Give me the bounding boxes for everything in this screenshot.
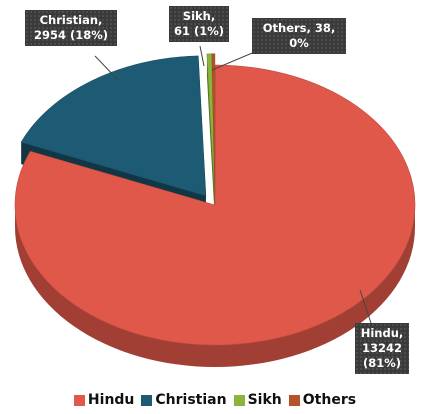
data-label-christian-line2: 2954 (18%) — [33, 28, 109, 42]
leader-line-sikh — [199, 45, 205, 67]
legend-label-others: Others — [302, 392, 357, 408]
legend-swatch-others — [288, 394, 300, 406]
data-label-others-line1: Others, 38, — [262, 21, 336, 35]
legend-item-hindu: Hindu — [73, 392, 135, 408]
legend-label-christian: Christian — [155, 392, 227, 408]
legend-label-hindu: Hindu — [87, 392, 135, 408]
pie-slice-hindu — [14, 64, 416, 346]
legend-item-christian: Christian — [141, 392, 227, 408]
legend-swatch-sikh — [233, 394, 245, 406]
data-label-sikh-line2: 61 (1%) — [174, 24, 225, 38]
data-label-hindu-line3: (81%) — [362, 356, 402, 370]
legend-swatch-christian — [141, 394, 153, 406]
data-label-hindu-line1: Hindu, — [360, 326, 404, 340]
legend-item-others: Others — [288, 392, 357, 408]
data-label-christian-line1: Christian, — [39, 13, 103, 27]
pie-slice-sikh — [206, 53, 215, 194]
data-label-christian: Christian, 2954 (18%) — [25, 10, 117, 46]
leader-line-hindu — [359, 289, 373, 327]
chart-legend: Hindu Christian Sikh Others — [0, 392, 430, 408]
data-label-others-line2: 0% — [289, 36, 309, 50]
legend-label-sikh: Sikh — [247, 392, 282, 408]
data-label-hindu-line2: 13242 — [361, 341, 402, 355]
pie-slice-christian — [20, 55, 207, 197]
data-label-others: Others, 38, 0% — [252, 18, 346, 54]
legend-item-sikh: Sikh — [233, 392, 282, 408]
pie-slice-others — [211, 53, 216, 194]
data-label-sikh-line1: Sikh, — [182, 9, 216, 23]
leader-line-christian — [94, 55, 119, 81]
data-label-sikh: Sikh, 61 (1%) — [169, 6, 229, 42]
data-label-hindu: Hindu, 13242 (81%) — [355, 323, 409, 374]
legend-swatch-hindu — [73, 394, 85, 406]
